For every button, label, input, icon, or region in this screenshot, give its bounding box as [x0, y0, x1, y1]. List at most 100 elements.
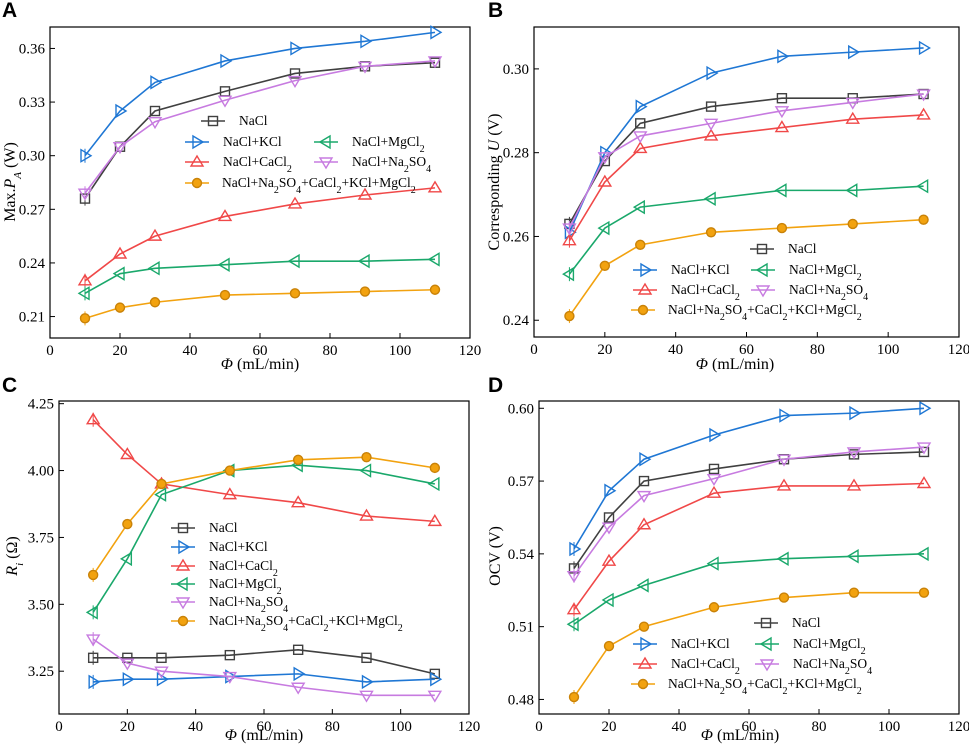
panel-b-xtick-label: 20 — [597, 342, 612, 358]
panel-c-point-nacl-mgcl2 — [85, 605, 98, 620]
legend-entry-nacl-mgcl2: NaCl+MgCl2 — [789, 262, 862, 283]
panel-b-xtick-label: 80 — [810, 342, 825, 358]
legend-entry-nacl: NaCl — [209, 520, 238, 535]
panel-c-point-nacl-cacl2 — [222, 487, 238, 500]
panel-a-point-nacl-kcl — [80, 148, 93, 163]
panel-a-point-nacl-cacl2 — [112, 246, 128, 259]
panel-b-xlabel: Φ (mL/min) — [696, 356, 774, 373]
panel-a-series-line-nacl-na2so4 — [84, 60, 436, 194]
panel-d-point-nacl-mgcl2 — [601, 592, 614, 608]
panel-d-ytick-label: 0.51 — [508, 620, 534, 636]
panel-a-point-nacl-na2so4 — [357, 61, 373, 74]
panel-b-point-nacl-kcl — [635, 99, 648, 114]
panel-b: B 0 20 40 60 80 100 120 0.24 0.26 0.28 0.30 Φ (mL/… — [486, 0, 969, 373]
panel-b-point-nacl-cacl2 — [774, 120, 790, 133]
panel-a-point-nacl-mgcl2 — [357, 253, 370, 269]
panel-d-series-line-nacl — [573, 451, 925, 569]
panel-c-xlabel: Φ (mL/min) — [225, 727, 303, 744]
panel-a-point-nacl — [289, 68, 301, 79]
panel-a-point-mix — [149, 297, 161, 308]
panel-c-xtick-label: 20 — [120, 719, 135, 735]
panel-d-ytick-label: 0.48 — [508, 692, 534, 708]
svg-text:NaCl+CaCl2: NaCl+CaCl2 — [223, 154, 292, 175]
legend-marker-nacl-cacl2 — [189, 154, 205, 167]
legend-marker-nacl-cacl2 — [175, 558, 191, 571]
panel-b-point-nacl-mgcl2 — [562, 266, 575, 282]
panel-c-point-nacl-kcl — [430, 671, 443, 687]
panel-c-point-mix — [292, 454, 304, 466]
panel-b-point-nacl-mgcl2 — [703, 191, 716, 206]
panel-a-ytick-label: 0.27 — [19, 202, 46, 218]
panel-d-point-nacl-mgcl2 — [776, 551, 789, 566]
panel-a-ylabel: Max.PA (W) — [2, 142, 24, 222]
panel-b-point-nacl-kcl — [848, 44, 861, 60]
panel-c-point-nacl — [292, 644, 304, 655]
panel-a-series-line-nacl-mgcl2 — [84, 258, 436, 295]
panel-a-point-nacl-mgcl2 — [77, 286, 90, 301]
panel-d-series-line-nacl-kcl — [573, 407, 925, 550]
panel-b-point-nacl-cacl2 — [633, 141, 648, 154]
panel-a-point-nacl-cacl2 — [427, 180, 443, 193]
panel-c-series-line-nacl-kcl — [93, 673, 435, 683]
legend-marker-nacl-mgcl2 — [755, 262, 768, 278]
panel-c-point-nacl — [87, 652, 99, 664]
panel-a-series-line-nacl-kcl — [84, 31, 436, 157]
panel-c-point-nacl-na2so4 — [154, 666, 169, 679]
panel-d-point-mix — [603, 640, 615, 652]
panel-d-legend: NaCl NaCl+KCl NaCl+MgCl2 NaCl+CaCl2 NaCl… — [631, 615, 872, 697]
panel-b-series-line-nacl-kcl — [568, 47, 924, 233]
legend-entry-nacl-mgcl2: NaCl+MgCl2 — [793, 636, 866, 657]
panel-c-series-line-nacl-na2so4 — [92, 638, 435, 697]
panel-d-point-nacl-cacl2 — [636, 517, 652, 530]
svg-text:NaCl+MgCl2: NaCl+MgCl2 — [352, 134, 425, 155]
panel-d-xtick-label: 120 — [948, 719, 969, 735]
panel-a-ytick-label: 0.24 — [19, 256, 46, 272]
panel-a-point-nacl-kcl — [290, 41, 303, 56]
panel-a: A 0 20 40 60 80 100 120 0.21 0.24 0.27 0.30 0.33 0.3… — [2, 0, 481, 373]
panel-b-series-line-nacl — [568, 93, 924, 225]
panel-c-xtick-label: 60 — [257, 719, 272, 735]
panel-b-series-line-nacl-cacl2 — [568, 114, 924, 242]
panel-d-point-mix — [848, 587, 860, 598]
panel-d-point-nacl-cacl2 — [776, 478, 792, 491]
panel-a-xtick-label: 100 — [389, 343, 412, 359]
panel-b-ylabel: Corresponding U (V) — [486, 114, 503, 251]
legend-marker-mix — [191, 177, 203, 189]
panel-c-point-nacl-na2so4 — [222, 671, 238, 684]
panel-d-ylabel: OCV (V) — [487, 526, 504, 586]
panel-c-point-mix — [156, 478, 167, 490]
legend-entry-nacl-na2so4: NaCl+Na2SO4 — [209, 594, 288, 615]
panel-d-point-nacl-mgcl2 — [566, 616, 579, 632]
legend-marker-nacl-kcl — [640, 636, 653, 652]
panel-d-point-mix — [918, 587, 930, 598]
panel-d-series-line-nacl-mgcl2 — [573, 553, 925, 625]
panel-c-series-line-nacl-cacl2 — [92, 419, 435, 523]
panel-d: D 0 20 40 60 80 100 120 0.48 0.51 0.54 0.57 0.60 Φ … — [487, 374, 969, 744]
panel-c-xtick-label: 100 — [389, 719, 412, 735]
panel-d-point-nacl-na2so4 — [706, 473, 722, 487]
panel-d-point-mix — [568, 691, 580, 703]
panel-d-point-nacl-na2so4 — [601, 522, 617, 535]
panel-d-series-line-nacl-na2so4 — [573, 446, 925, 577]
panel-d-xtick-label: 60 — [742, 719, 757, 735]
svg-text:NaCl+KCl: NaCl+KCl — [223, 134, 282, 149]
panel-d-xtick-label: 80 — [812, 719, 827, 735]
panel-b-point-mix — [705, 227, 717, 238]
legend-marker-nacl-cacl2 — [637, 656, 653, 669]
panel-a-point-nacl-mgcl2 — [217, 257, 230, 272]
legend-marker-nacl-mgcl2 — [318, 134, 331, 150]
panel-c-point-nacl-cacl2 — [359, 508, 374, 521]
legend-entry-nacl-na2so4: NaCl+Na2SO4 — [793, 656, 872, 677]
legend-marker-mix — [637, 678, 649, 690]
panel-d-point-nacl — [638, 475, 650, 487]
legend-entry-nacl-mgcl2: NaCl+MgCl2 — [352, 134, 425, 155]
panel-c-point-mix — [429, 462, 441, 474]
panel-c-point-nacl — [156, 652, 167, 664]
panel-c-point-nacl-mgcl2 — [119, 551, 133, 567]
panel-c-point-nacl-na2so4 — [290, 682, 306, 695]
panel-c-letter: C — [2, 374, 17, 397]
panel-a-xtick-label: 60 — [253, 343, 268, 359]
panel-b-point-nacl-cacl2 — [703, 128, 719, 141]
panel-c: C 0 20 40 60 80 100 120 3.25 3.50 3.75 4.00 4.25 Φ … — [2, 374, 480, 744]
panel-d-point-nacl-cacl2 — [601, 553, 617, 566]
